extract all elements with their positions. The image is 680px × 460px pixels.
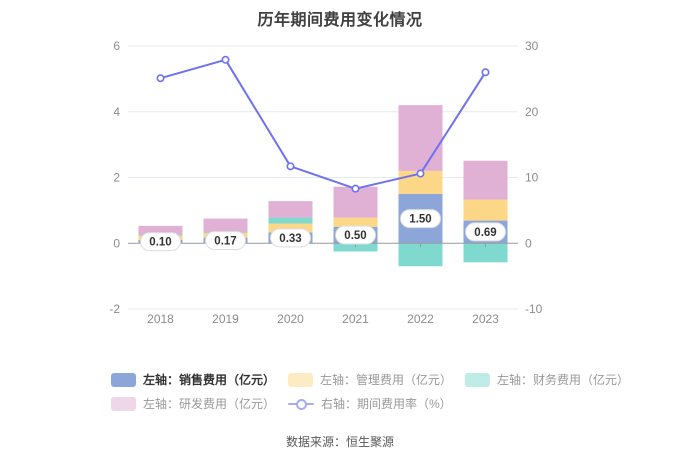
left-axis-tick-label: 2 [113,171,120,185]
bar-segment[interactable] [463,243,508,263]
line-point[interactable] [221,55,230,64]
bar-segment[interactable] [463,199,508,221]
bar-data-label: 0.10 [149,237,171,249]
x-axis-category-label: 2023 [472,312,499,326]
bar-data-label-bubble [140,232,181,252]
right-axis-tick-label: 20 [525,105,539,119]
line-point[interactable] [351,184,360,193]
bar-data-label-bubble [400,209,441,229]
left-axis-tick-label: -2 [109,302,120,316]
left-axis-tick-label: 4 [113,105,120,119]
line-point[interactable] [286,162,295,171]
data-source-note: 数据来源：恒生聚源 [285,435,394,449]
x-axis-category-label: 2019 [212,312,239,326]
bar-data-label: 0.17 [214,235,236,247]
bar-segment[interactable] [268,217,313,224]
chart-title: 历年期间费用变化情况 [257,12,423,29]
legend-item-expense-ratio[interactable]: 右轴：期间费用率（%） [288,395,452,412]
right-axis-tick-label: 0 [525,236,532,250]
admin-expense-swatch-icon [288,372,314,387]
legend-row-2: 左轴：研发费用（亿元） 右轴：期间费用率（%） [111,395,581,412]
bar-data-label: 1.50 [409,214,431,226]
bar-data-label-bubble [335,225,376,245]
bar-segment[interactable] [333,243,378,252]
right-axis-tick-label: 10 [525,171,539,185]
legend-item-rnd-expense[interactable]: 左轴：研发费用（亿元） [111,395,275,412]
legend-label: 左轴：销售费用（亿元） [143,373,276,387]
x-axis-category-label: 2020 [277,312,304,326]
bar-data-label-bubble [465,222,506,242]
bar-data-label-bubble [205,230,246,250]
x-axis-category-label: 2022 [407,312,434,326]
legend-label: 左轴：研发费用（亿元） [143,397,276,411]
bar-segment[interactable] [138,225,183,236]
expense-ratio-line-marker-icon [288,397,315,411]
left-axis-tick-label: 0 [113,236,120,250]
bar-segment[interactable] [268,223,313,233]
legend-label: 左轴：财务费用（亿元） [497,373,630,387]
line-point[interactable] [481,68,490,77]
chart-legend: 左轴：销售费用（亿元） 左轴：管理费用（亿元） 左轴：财务费用（亿元） 左轴：研… [111,371,629,412]
x-axis-category-label: 2021 [342,312,369,326]
sales-expense-swatch-icon [111,372,136,387]
legend-item-finance-expense[interactable]: 左轴：财务费用（亿元） [465,371,629,388]
line-series[interactable] [160,58,487,190]
bar-segment[interactable] [398,243,443,267]
right-axis-tick-label: -10 [525,302,543,316]
bar-segment[interactable] [333,217,378,227]
bar-segment[interactable] [463,160,508,200]
bar-data-label: 0.69 [474,227,496,239]
finance-expense-swatch-icon [465,372,491,387]
bar-segment[interactable] [398,105,443,171]
bar-data-label: 0.50 [344,230,366,242]
line-point[interactable] [416,169,425,178]
line-point[interactable] [156,74,165,83]
bar-segment[interactable] [268,201,313,218]
bar-segment[interactable] [203,218,248,233]
legend-label: 左轴：管理费用（亿元） [320,373,453,387]
legend-label: 右轴：期间费用率（%） [321,397,452,411]
left-axis-tick-label: 6 [113,39,120,53]
legend-item-sales-expense[interactable]: 左轴：销售费用（亿元） [111,371,275,388]
x-axis-category-label: 2018 [147,312,174,326]
right-axis-tick-label: 30 [525,39,539,53]
legend-row-1: 左轴：销售费用（亿元） 左轴：管理费用（亿元） 左轴：财务费用（亿元） [111,371,629,388]
rnd-expense-swatch-icon [111,396,136,411]
bar-data-label-bubble [270,228,311,248]
legend-item-admin-expense[interactable]: 左轴：管理费用（亿元） [288,371,452,388]
bar-data-label: 0.33 [279,233,301,245]
